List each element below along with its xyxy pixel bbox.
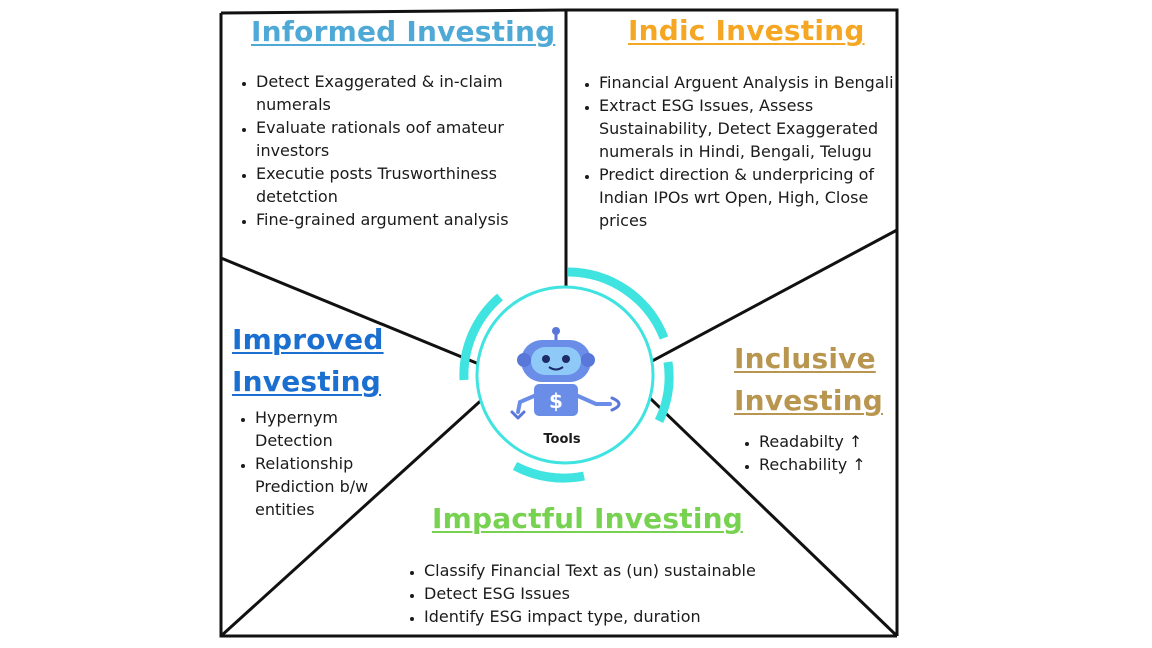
svg-text:$: $	[549, 389, 563, 413]
impactful-investing-list: Classify Financial Text as (un) sustaina…	[406, 559, 804, 628]
list-item: Rechability ↑	[759, 453, 899, 476]
inclusive-title-line2: Investing	[734, 384, 884, 417]
list-item: Detect ESG Issues	[424, 582, 804, 605]
frame-top	[220, 8, 899, 232]
informed-investing-title: Informed Investing	[251, 15, 556, 48]
list-item: Predict direction & underpricing of Indi…	[599, 163, 909, 232]
divider-right-lower	[624, 373, 899, 638]
tools-label: Tools	[543, 432, 581, 447]
list-item: Executie posts Trusworthiness detetction	[256, 162, 556, 208]
list-item: Financial Arguent Analysis in Bengali	[599, 71, 909, 94]
list-item: Extract ESG Issues, Assess Sustainabilit…	[599, 94, 909, 163]
indic-investing-list: Financial Arguent Analysis in Bengali Ex…	[581, 71, 909, 232]
list-item: Evaluate rationals oof amateur investors	[256, 116, 556, 162]
divider-left-lower	[219, 374, 510, 638]
divider-right-upper	[625, 228, 898, 377]
ring-arc-top	[567, 267, 669, 340]
improved-title-line2: Investing	[232, 365, 382, 398]
ring-arc-right	[654, 361, 674, 423]
list-item: Identify ESG impact type, duration	[424, 605, 804, 628]
improved-investing-title: Improved Investing	[232, 319, 384, 403]
ring-arc-left	[459, 293, 503, 381]
list-item: Classify Financial Text as (un) sustaina…	[424, 559, 804, 582]
impactful-investing-title: Impactful Investing	[432, 502, 743, 535]
list-item: Hypernym Detection	[255, 406, 395, 452]
list-item: Fine-grained argument analysis	[256, 208, 556, 231]
list-item: Detect Exaggerated & in-claim numerals	[256, 70, 556, 116]
improved-title-line1: Improved	[232, 323, 384, 356]
informed-investing-list: Detect Exaggerated & in-claim numerals E…	[238, 70, 556, 231]
robot-dollar-icon: $	[510, 327, 621, 420]
divider-left-upper	[220, 256, 509, 378]
list-item: Relationship Prediction b/w entities	[255, 452, 395, 521]
indic-investing-title: Indic Investing	[628, 14, 865, 47]
list-item: Readabilty ↑	[759, 430, 899, 453]
inclusive-investing-title: Inclusive Investing	[734, 338, 884, 422]
inclusive-title-line1: Inclusive	[734, 342, 876, 375]
inclusive-investing-list: Readabilty ↑ Rechability ↑	[741, 430, 899, 476]
center-ring	[459, 267, 674, 483]
improved-investing-list: Hypernym Detection Relationship Predicti…	[237, 406, 395, 521]
ring-arc-bottom	[512, 461, 585, 483]
